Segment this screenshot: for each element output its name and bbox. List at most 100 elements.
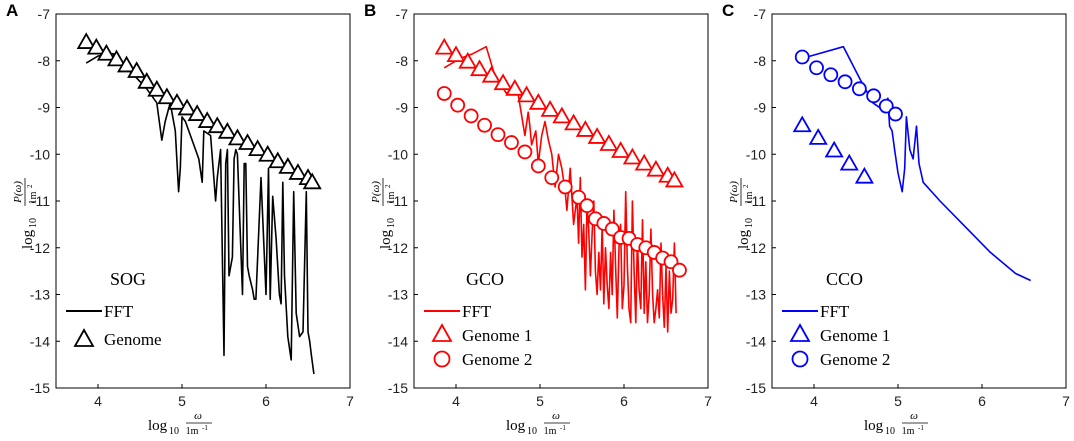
y-tick-label: -8 [754, 53, 767, 69]
y-tick-label: -13 [388, 287, 408, 303]
x-tick-label: 4 [452, 393, 460, 409]
triangle-marker [96, 43, 116, 61]
y-tick-label: -7 [754, 6, 767, 22]
chart-marks-b [434, 37, 687, 333]
y-tick-label: -15 [746, 380, 766, 396]
legend-label-genome-2: Genome 2 [462, 350, 532, 369]
triangle-marker [824, 140, 844, 158]
y-tick-label: -14 [388, 333, 408, 349]
circle-marker [557, 179, 573, 195]
x-tick-label: 5 [178, 393, 186, 409]
triangle-marker [458, 51, 478, 69]
y-axis-numerator: P(ω) [728, 181, 740, 204]
y-axis-log-base: 10 [744, 218, 755, 228]
y-axis-denominator-exponent: 2 [26, 184, 34, 188]
y-axis-denominator: 1m [386, 191, 397, 204]
x-axis-log-base: 10 [885, 426, 895, 437]
y-tick-label: -11 [31, 193, 50, 209]
x-tick-label: 6 [978, 393, 986, 409]
legend-c: FFT Genome 1 Genome 2 [782, 302, 890, 369]
x-tick-label: 4 [94, 393, 102, 409]
panel-c: C 4 5 6 7-7-8-9-10-11-12-13-14-15 CCO FFT G… [722, 1, 1070, 437]
circle-marker [477, 117, 492, 133]
triangle-marker [217, 121, 237, 139]
y-tick-label: -9 [754, 100, 767, 116]
x-axis-denominator: 1m [186, 426, 199, 437]
legend-a: FFT Genome [66, 302, 162, 349]
x-tick-label: 4 [810, 393, 818, 409]
triangle-marker [268, 151, 288, 169]
x-axis-denominator-exponent: -1 [918, 424, 924, 432]
chart-marks-c [792, 45, 1032, 282]
triangle-marker [622, 147, 642, 165]
circle-marker [517, 144, 533, 160]
y-axis-denominator: 1m [28, 191, 39, 204]
circle-marker [544, 170, 560, 186]
y-axis-label-b: log 10 P(ω) 1m 2 [370, 178, 397, 249]
legend-label-genome-2: Genome 2 [820, 350, 890, 369]
triangle-marker [587, 127, 607, 144]
triangle-marker [227, 128, 247, 146]
triangle-marker [839, 153, 859, 171]
circle-marker [878, 98, 894, 114]
triangle-marker [187, 104, 207, 121]
triangle-marker [792, 115, 812, 133]
axis-ticks-a: 4 5 6 7 -7 -8 -9 -10 -11 -12 -13 -14 -15 [30, 6, 354, 409]
x-axis-log: log [506, 418, 526, 434]
y-tick-label: -8 [396, 53, 409, 69]
circle-marker [794, 49, 810, 65]
circle-marker [837, 74, 853, 90]
panel-letter-c: C [722, 1, 734, 20]
circle-marker [530, 158, 546, 174]
triangle-marker [278, 157, 298, 174]
y-tick-label: -14 [746, 333, 766, 349]
y-tick-label: -12 [746, 240, 766, 256]
y-axis-log: log [378, 229, 394, 249]
dataset-name-a: SOG [110, 269, 146, 289]
x-axis-label-a: log 10 ω 1m -1 [148, 410, 212, 437]
panel-b: B 4 5 6 7-7-8-9-10-11-12-13-14-15 GCO FFT G… [364, 1, 712, 437]
y-axis-denominator-exponent: 2 [742, 184, 750, 188]
triangle-marker [517, 85, 537, 103]
triangle-marker [446, 45, 466, 63]
triangle-marker [258, 144, 278, 162]
y-tick-label: -9 [396, 100, 409, 116]
panel-letter-b: B [364, 1, 376, 20]
circle-marker [823, 67, 839, 83]
triangle-marker [117, 55, 137, 73]
chart-marks-a [76, 32, 322, 375]
y-tick-label: -11 [747, 193, 766, 209]
y-axis-numerator: P(ω) [12, 181, 24, 204]
circle-marker [490, 127, 506, 143]
triangle-marker [157, 87, 177, 105]
legend-label-genome: Genome [104, 330, 162, 349]
triangle-marker [611, 141, 631, 158]
triangle-marker [564, 113, 584, 131]
triangle-marker [197, 111, 217, 128]
triangle-marker [808, 128, 828, 145]
x-axis-numerator: ω [194, 410, 202, 422]
triangle-marker [237, 133, 258, 150]
y-tick-label: -12 [388, 240, 408, 256]
x-axis-numerator: ω [910, 410, 918, 422]
x-tick-label: 5 [894, 393, 902, 409]
x-tick-label: 7 [1062, 393, 1070, 409]
triangle-marker [302, 172, 322, 190]
plot-frame-b [413, 13, 709, 389]
triangle-marker [505, 78, 525, 96]
x-tick-label: 6 [262, 393, 270, 409]
triangle-marker [76, 32, 96, 49]
y-axis-label-c: log 10 P(ω) 1m 2 [728, 178, 755, 249]
plot-frame-c [771, 13, 1067, 389]
legend-circle-icon [791, 350, 809, 368]
legend-circle-icon [433, 350, 451, 368]
y-tick-label: -10 [30, 146, 50, 162]
triangle-marker [854, 166, 874, 184]
y-axis-log: log [20, 229, 36, 249]
triangle-marker [147, 79, 167, 97]
y-tick-label: -12 [30, 240, 50, 256]
legend-label-fft: FFT [462, 302, 492, 321]
legend-label-fft: FFT [104, 302, 134, 321]
x-axis-numerator: ω [552, 410, 560, 422]
